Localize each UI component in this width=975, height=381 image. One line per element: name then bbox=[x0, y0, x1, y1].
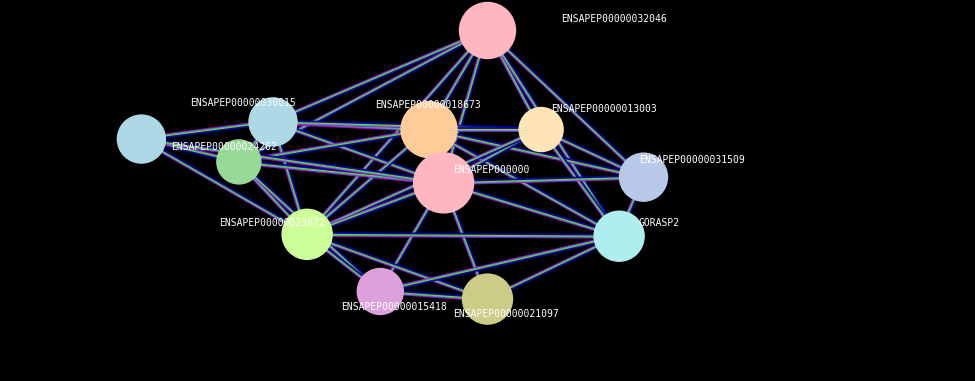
Ellipse shape bbox=[401, 102, 457, 157]
Ellipse shape bbox=[413, 153, 474, 213]
Text: ENSAPEP00000024262: ENSAPEP00000024262 bbox=[171, 142, 276, 152]
Text: ENSAPEP00000031509: ENSAPEP00000031509 bbox=[639, 155, 744, 165]
Text: ENSAPEP00000030015: ENSAPEP00000030015 bbox=[190, 98, 295, 108]
Ellipse shape bbox=[357, 269, 404, 314]
Text: ENSAPEP00000023872: ENSAPEP00000023872 bbox=[219, 218, 325, 228]
Text: ENSAPEP00000018673: ENSAPEP00000018673 bbox=[375, 100, 481, 110]
Ellipse shape bbox=[462, 274, 513, 324]
Ellipse shape bbox=[282, 209, 332, 259]
Ellipse shape bbox=[459, 3, 516, 58]
Text: GORASP2: GORASP2 bbox=[639, 218, 680, 228]
Ellipse shape bbox=[519, 107, 564, 152]
Text: ENSAPEP00000013003: ENSAPEP00000013003 bbox=[551, 104, 656, 114]
Ellipse shape bbox=[619, 153, 668, 201]
Ellipse shape bbox=[594, 211, 644, 261]
Text: ENSAPEP00000015418: ENSAPEP00000015418 bbox=[341, 302, 447, 312]
Ellipse shape bbox=[249, 98, 297, 146]
Text: ENSAPEP00000021097: ENSAPEP00000021097 bbox=[453, 309, 559, 319]
Ellipse shape bbox=[117, 115, 166, 163]
Ellipse shape bbox=[216, 140, 261, 184]
Text: ENSAPEP00000032046: ENSAPEP00000032046 bbox=[561, 14, 666, 24]
Text: ENSAPEP000000: ENSAPEP000000 bbox=[453, 165, 529, 174]
